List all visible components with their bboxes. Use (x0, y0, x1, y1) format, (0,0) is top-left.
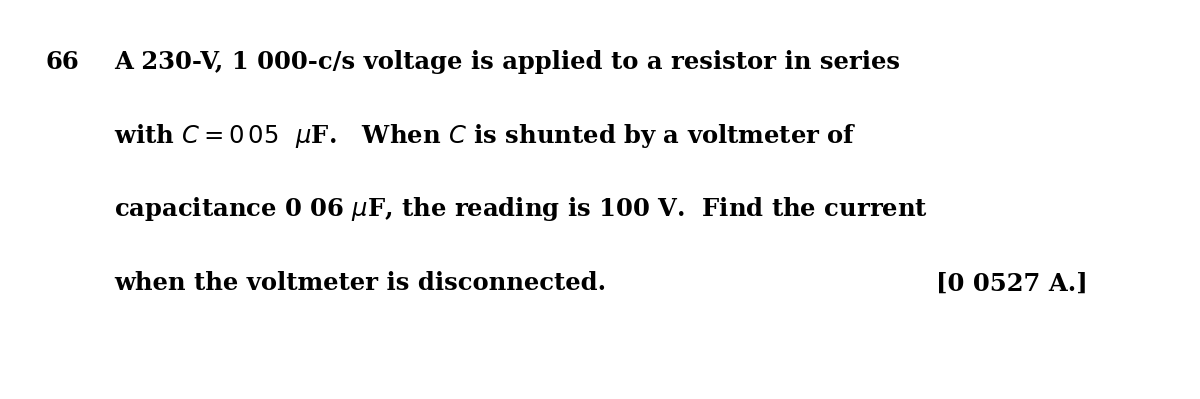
Text: 66: 66 (46, 50, 79, 74)
Text: capacitance 0 06 $\mu$F, the reading is 100 V.  Find the current: capacitance 0 06 $\mu$F, the reading is … (114, 196, 928, 223)
Text: A 230-V, 1 000-c/s voltage is applied to a resistor in series: A 230-V, 1 000-c/s voltage is applied to… (114, 50, 900, 74)
Text: with $C = 0\,05$  $\mu$F.   When $C$ is shunted by a voltmeter of: with $C = 0\,05$ $\mu$F. When $C$ is shu… (114, 122, 857, 150)
Text: when the voltmeter is disconnected.: when the voltmeter is disconnected. (114, 271, 606, 295)
Text: [0 0527 A.]: [0 0527 A.] (936, 271, 1087, 295)
